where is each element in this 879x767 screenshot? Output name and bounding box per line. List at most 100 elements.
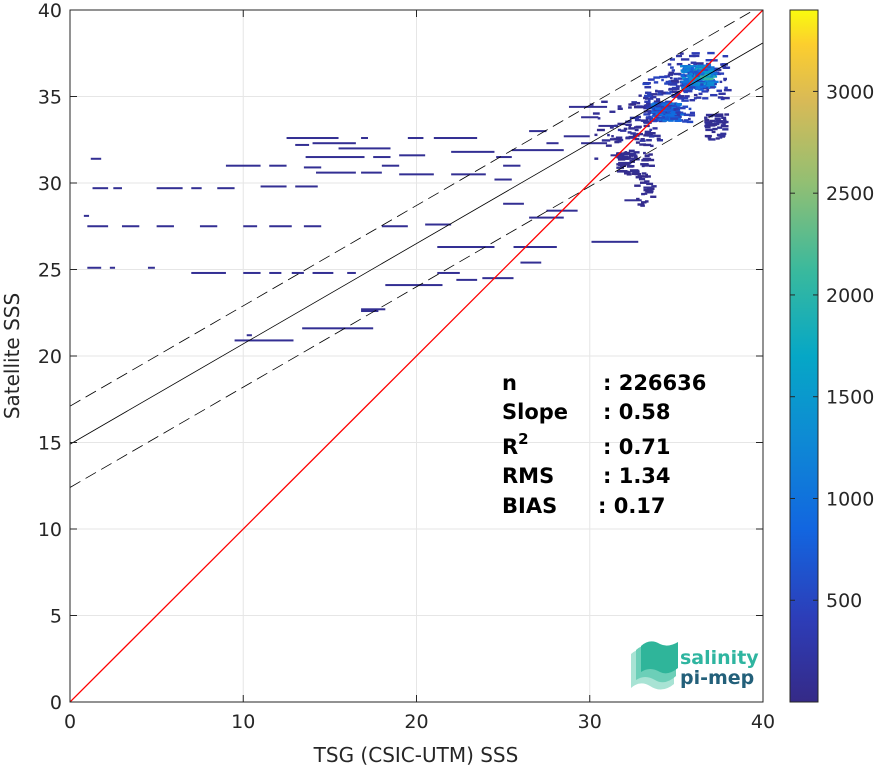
colorbar-tick-label: 3000 (826, 81, 874, 103)
data-cell (643, 104, 647, 108)
colorbar-tick-label: 1000 (826, 488, 874, 510)
data-cell (721, 116, 727, 120)
y-tick-label: 0 (50, 692, 62, 714)
data-cell (671, 111, 678, 114)
data-cell (688, 54, 696, 58)
heatmap-data (83, 51, 732, 342)
data-cluster (616, 151, 640, 176)
data-cell (655, 90, 664, 93)
data-cell (671, 69, 675, 72)
data-cell (722, 96, 730, 100)
data-cell (693, 93, 698, 97)
data-cell (625, 120, 631, 123)
data-segment (87, 266, 102, 269)
data-cell (652, 106, 661, 109)
data-segment (598, 124, 616, 127)
data-cell (628, 127, 635, 130)
data-cell (628, 154, 633, 157)
data-cell (594, 133, 598, 137)
data-cluster (704, 113, 730, 141)
data-cell (594, 157, 599, 160)
data-cell (674, 119, 682, 122)
data-cell (628, 149, 635, 153)
data-cell (701, 90, 709, 93)
data-cell (705, 128, 714, 132)
data-cell (722, 128, 729, 131)
data-cell (638, 94, 642, 97)
data-cell (678, 106, 686, 110)
data-cell (625, 161, 632, 165)
data-cell (705, 68, 715, 71)
data-cell (717, 96, 724, 99)
data-cell (703, 71, 709, 74)
data-cell (648, 153, 653, 156)
data-cell (693, 70, 701, 73)
data-cell (643, 113, 651, 116)
data-segment (503, 164, 521, 167)
data-cell (704, 124, 710, 128)
data-cell (679, 52, 684, 55)
data-cell (693, 83, 697, 86)
data-cell (668, 114, 675, 117)
y-tick-label: 20 (38, 346, 62, 368)
data-cell (723, 88, 732, 92)
logo-text-pi-mep: pi-mep (680, 667, 754, 689)
x-tick-label: 0 (64, 711, 76, 733)
data-cell (698, 69, 702, 72)
data-segment (494, 178, 512, 181)
data-cell (666, 115, 674, 119)
data-cell (656, 108, 663, 112)
data-segment (269, 164, 287, 167)
data-segment (361, 171, 382, 174)
data-segment (147, 266, 155, 269)
data-cell (695, 86, 699, 89)
data-cell (675, 118, 682, 121)
data-cell (636, 105, 643, 108)
data-cell (709, 119, 716, 123)
data-cell (652, 134, 661, 138)
data-cell (689, 86, 696, 89)
data-cell (636, 197, 640, 201)
data-segment (316, 171, 356, 174)
data-cell (611, 135, 614, 138)
data-segment (113, 187, 122, 190)
data-cell (668, 71, 675, 75)
data-cell (708, 83, 715, 87)
data-cell (615, 136, 623, 139)
data-cell (675, 85, 680, 88)
y-tick-label: 40 (38, 0, 62, 22)
data-cell (695, 71, 702, 75)
data-segment (87, 225, 109, 228)
data-cell (720, 132, 727, 136)
y-axis: 0 5 10 15 20 25 30 35 40 (38, 0, 763, 714)
data-cell (649, 164, 655, 167)
colorbar-ticks: 500 1000 1500 2000 2500 3000 (790, 81, 874, 612)
data-cell (635, 141, 640, 144)
data-cell (723, 66, 730, 69)
data-cell (689, 111, 695, 115)
data-segment (381, 164, 400, 167)
data-cell (671, 81, 678, 84)
data-segment (361, 137, 368, 140)
data-cell (642, 157, 652, 161)
data-cell (619, 162, 624, 165)
data-cell (703, 77, 710, 80)
data-segment (581, 116, 599, 119)
data-cell (720, 63, 728, 66)
data-cell (650, 103, 656, 106)
data-cluster (693, 67, 716, 81)
data-cell (646, 139, 652, 142)
data-cell (687, 117, 691, 121)
data-cell (704, 125, 711, 129)
data-cell (629, 159, 633, 163)
data-cell (683, 96, 689, 100)
data-cell (644, 175, 651, 178)
data-segment (243, 225, 258, 228)
data-cell (722, 123, 726, 126)
data-cell (651, 185, 657, 188)
data-cell (661, 91, 666, 95)
data-cell (647, 98, 651, 102)
data-cell (670, 79, 679, 83)
data-segment (381, 225, 408, 228)
data-cell (714, 117, 721, 120)
